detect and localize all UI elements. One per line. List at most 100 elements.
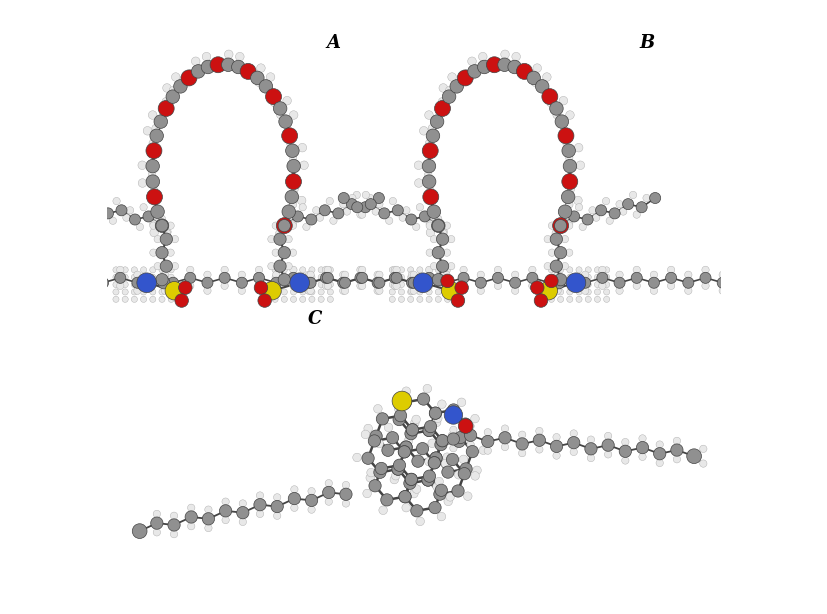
- Circle shape: [433, 414, 442, 422]
- Circle shape: [444, 297, 451, 303]
- Circle shape: [171, 263, 179, 270]
- Circle shape: [511, 271, 519, 279]
- Circle shape: [551, 440, 562, 453]
- Circle shape: [769, 273, 780, 284]
- Circle shape: [408, 282, 414, 288]
- Circle shape: [430, 235, 437, 243]
- Circle shape: [410, 419, 419, 427]
- Circle shape: [552, 277, 565, 289]
- Circle shape: [557, 289, 564, 295]
- Circle shape: [667, 282, 675, 290]
- Circle shape: [554, 274, 566, 286]
- Circle shape: [356, 211, 364, 219]
- Circle shape: [405, 473, 418, 486]
- Circle shape: [555, 220, 566, 231]
- Circle shape: [619, 445, 632, 457]
- Circle shape: [272, 222, 280, 230]
- Circle shape: [174, 294, 189, 308]
- Circle shape: [426, 282, 433, 288]
- Circle shape: [282, 128, 298, 144]
- Circle shape: [0, 278, 6, 289]
- Circle shape: [82, 282, 89, 290]
- Circle shape: [602, 439, 614, 451]
- Circle shape: [673, 456, 681, 463]
- Circle shape: [495, 282, 502, 290]
- Circle shape: [435, 289, 442, 295]
- Circle shape: [460, 266, 467, 274]
- Circle shape: [155, 274, 168, 286]
- Circle shape: [575, 143, 583, 152]
- Circle shape: [614, 278, 625, 289]
- Circle shape: [422, 474, 434, 486]
- Circle shape: [484, 447, 491, 454]
- Circle shape: [281, 274, 287, 280]
- Circle shape: [550, 102, 563, 115]
- Circle shape: [73, 194, 79, 201]
- Text: B: B: [639, 34, 654, 52]
- Circle shape: [13, 282, 21, 290]
- Circle shape: [441, 274, 454, 288]
- Circle shape: [609, 208, 620, 219]
- Circle shape: [385, 423, 393, 432]
- Circle shape: [153, 510, 160, 518]
- Circle shape: [274, 260, 286, 273]
- Circle shape: [150, 274, 155, 280]
- Circle shape: [342, 481, 350, 489]
- Circle shape: [143, 211, 154, 222]
- Circle shape: [366, 194, 374, 201]
- Circle shape: [99, 271, 107, 279]
- Circle shape: [753, 287, 761, 295]
- Circle shape: [325, 480, 332, 487]
- Circle shape: [616, 287, 624, 295]
- Circle shape: [437, 233, 449, 245]
- Circle shape: [786, 278, 797, 289]
- Circle shape: [356, 273, 368, 284]
- Circle shape: [444, 406, 462, 424]
- Circle shape: [318, 274, 324, 280]
- Circle shape: [566, 273, 586, 293]
- Circle shape: [447, 436, 456, 445]
- Circle shape: [263, 282, 281, 300]
- Circle shape: [426, 222, 433, 230]
- Circle shape: [400, 441, 412, 453]
- Circle shape: [495, 266, 502, 274]
- Circle shape: [437, 400, 447, 408]
- Circle shape: [216, 61, 223, 68]
- Circle shape: [582, 214, 593, 225]
- Circle shape: [392, 463, 404, 475]
- Circle shape: [426, 220, 433, 228]
- Circle shape: [392, 205, 404, 216]
- Circle shape: [351, 201, 363, 213]
- Circle shape: [522, 71, 529, 79]
- Circle shape: [273, 271, 280, 279]
- Circle shape: [150, 282, 155, 288]
- Circle shape: [576, 282, 582, 288]
- Circle shape: [323, 282, 330, 290]
- Circle shape: [466, 429, 476, 438]
- Circle shape: [294, 213, 302, 222]
- Circle shape: [305, 278, 316, 289]
- Circle shape: [435, 274, 442, 280]
- Circle shape: [116, 205, 127, 216]
- Circle shape: [299, 267, 306, 273]
- Circle shape: [150, 129, 164, 142]
- Circle shape: [318, 267, 324, 273]
- Circle shape: [308, 282, 315, 288]
- Circle shape: [325, 498, 332, 505]
- Circle shape: [468, 64, 481, 78]
- Circle shape: [439, 84, 447, 92]
- Circle shape: [318, 289, 324, 295]
- Circle shape: [599, 282, 606, 290]
- Circle shape: [599, 266, 606, 274]
- Circle shape: [656, 459, 663, 467]
- Circle shape: [548, 282, 554, 288]
- Circle shape: [442, 466, 454, 478]
- Circle shape: [270, 278, 282, 289]
- Circle shape: [430, 452, 442, 464]
- Circle shape: [340, 287, 347, 295]
- Circle shape: [447, 263, 455, 270]
- Circle shape: [423, 142, 438, 158]
- Circle shape: [467, 422, 475, 430]
- Circle shape: [557, 297, 564, 303]
- Circle shape: [274, 494, 281, 501]
